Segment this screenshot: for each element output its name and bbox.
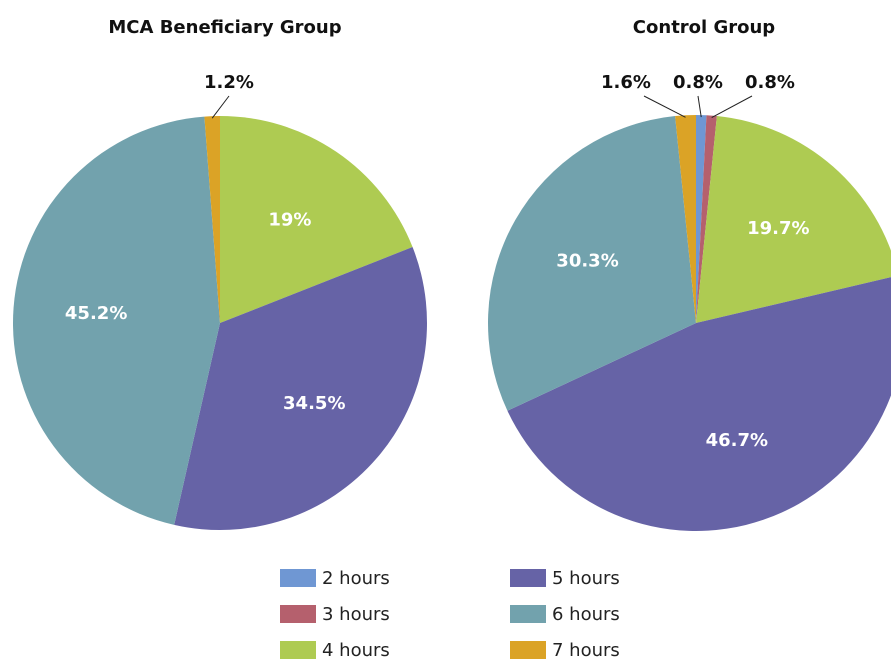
legend-swatch	[510, 569, 546, 587]
data-label: 1.6%	[601, 72, 651, 93]
data-label: 0.8%	[745, 72, 795, 93]
leader-line	[711, 95, 753, 119]
data-label: 19%	[268, 209, 311, 230]
legend-swatch	[510, 605, 546, 623]
pie-slice	[675, 115, 696, 323]
pie-slice	[696, 116, 891, 323]
legend-swatch	[280, 605, 316, 623]
data-label: 45.2%	[65, 303, 127, 324]
pie-slice	[204, 116, 220, 323]
pie-slice	[488, 116, 696, 411]
legend-label: 7 hours	[552, 640, 620, 661]
pie-slice	[696, 115, 707, 323]
pie-slice	[696, 115, 717, 323]
data-label: 1.2%	[204, 72, 254, 93]
leader-line	[211, 95, 230, 119]
data-label: 19.7%	[747, 218, 809, 239]
data-label: 30.3%	[556, 250, 618, 271]
legend-label: 5 hours	[552, 568, 620, 589]
chart-title: Control Group	[633, 17, 776, 38]
legend-label: 3 hours	[322, 604, 390, 625]
leader-line	[697, 95, 702, 118]
legend-swatch	[510, 641, 546, 659]
pie-slice	[174, 247, 428, 531]
pie-slice	[507, 277, 891, 531]
data-label: 34.5%	[283, 393, 345, 414]
legend-swatch	[280, 569, 316, 587]
data-label: 0.8%	[673, 72, 723, 93]
legend-swatch	[280, 641, 316, 659]
legend-label: 2 hours	[322, 568, 390, 589]
legend-label: 6 hours	[552, 604, 620, 625]
pie-slice	[12, 116, 220, 525]
chart-title: MCA Beneficiary Group	[108, 17, 341, 38]
data-label: 46.7%	[706, 430, 768, 451]
leader-line	[643, 95, 686, 118]
pie-slice	[220, 116, 413, 323]
legend-label: 4 hours	[322, 640, 390, 661]
